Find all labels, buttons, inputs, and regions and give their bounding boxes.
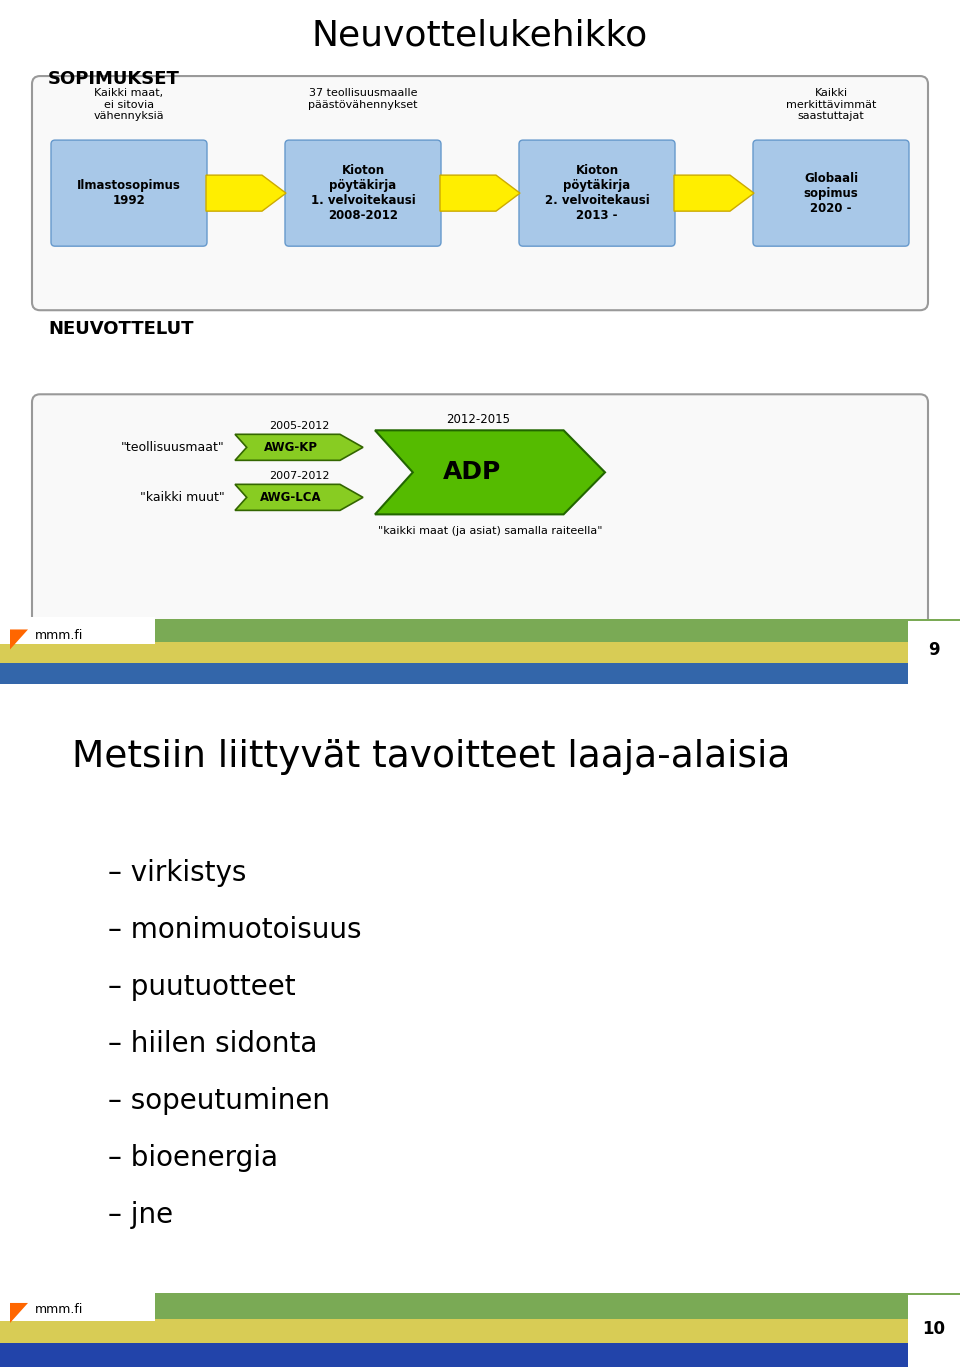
FancyBboxPatch shape [32, 394, 928, 629]
Text: AWG-LCA: AWG-LCA [260, 491, 322, 504]
Bar [0, 1342, 960, 1367]
Polygon shape [206, 175, 286, 211]
FancyBboxPatch shape [519, 139, 675, 246]
Text: Kaikki maat,
ei sitovia
vähennyksiä: Kaikki maat, ei sitovia vähennyksiä [94, 87, 164, 122]
FancyBboxPatch shape [285, 139, 441, 246]
Polygon shape [235, 435, 363, 461]
Text: Metsiin liittyvät tavoitteet laaja-alaisia: Metsiin liittyvät tavoitteet laaja-alais… [72, 738, 790, 775]
Bar [908, 622, 960, 684]
Text: 2012-2015: 2012-2015 [446, 413, 511, 427]
Bar [0, 1319, 960, 1342]
Bar [0, 1293, 960, 1319]
Text: "kaikki maat (ja asiat) samalla raiteella": "kaikki maat (ja asiat) samalla raiteell… [377, 526, 602, 536]
Text: Ilmastosopimus
1992: Ilmastosopimus 1992 [77, 179, 180, 208]
Text: – monimuotoisuus: – monimuotoisuus [108, 916, 362, 943]
Text: – hiilen sidonta: – hiilen sidonta [108, 1029, 318, 1058]
Polygon shape [440, 175, 520, 211]
Polygon shape [375, 431, 605, 514]
Text: ADP: ADP [443, 461, 501, 484]
Text: "kaikki muut": "kaikki muut" [140, 491, 225, 504]
Polygon shape [674, 175, 754, 211]
Text: – jne: – jne [108, 1200, 173, 1229]
Text: NEUVOTTELUT: NEUVOTTELUT [48, 320, 194, 338]
Text: – sopeutuminen: – sopeutuminen [108, 1087, 330, 1115]
Text: mmm.fi: mmm.fi [35, 1303, 84, 1316]
Polygon shape [235, 484, 363, 510]
FancyBboxPatch shape [51, 139, 207, 246]
Text: Kioton
pöytäkirja
1. velvoitekausi
2008-2012: Kioton pöytäkirja 1. velvoitekausi 2008-… [311, 164, 416, 223]
Text: – virkistys: – virkistys [108, 858, 247, 887]
Text: SOPIMUKSET: SOPIMUKSET [48, 70, 180, 87]
Bar [0, 1290, 155, 1321]
FancyBboxPatch shape [753, 139, 909, 246]
Bar [0, 618, 155, 644]
Bar [0, 642, 960, 663]
Polygon shape [10, 1303, 28, 1323]
Text: 10: 10 [923, 1321, 946, 1338]
Text: – bioenergia: – bioenergia [108, 1144, 278, 1172]
Text: AWG-KP: AWG-KP [264, 440, 318, 454]
Text: mmm.fi: mmm.fi [35, 629, 84, 642]
Bar [908, 1295, 960, 1367]
Text: 2007-2012: 2007-2012 [269, 472, 329, 481]
Text: "teollisuusmaat": "teollisuusmaat" [121, 440, 225, 454]
Text: 2005-2012: 2005-2012 [269, 421, 329, 432]
Polygon shape [10, 629, 28, 649]
Text: Neuvottelukehikko: Neuvottelukehikko [312, 18, 648, 52]
Text: 9: 9 [928, 641, 940, 659]
Text: – puutuotteet: – puutuotteet [108, 973, 296, 1001]
FancyBboxPatch shape [32, 77, 928, 310]
Bar [0, 619, 960, 642]
Text: Kaikki
merkittävimmät
saastuttajat: Kaikki merkittävimmät saastuttajat [786, 87, 876, 122]
Text: Globaali
sopimus
2020 -: Globaali sopimus 2020 - [804, 172, 858, 215]
Bar [0, 663, 960, 684]
Text: 37 teollisuusmaalle
päästövähennykset: 37 teollisuusmaalle päästövähennykset [308, 87, 418, 109]
Text: Kioton
pöytäkirja
2. velvoitekausi
2013 -: Kioton pöytäkirja 2. velvoitekausi 2013 … [544, 164, 649, 223]
